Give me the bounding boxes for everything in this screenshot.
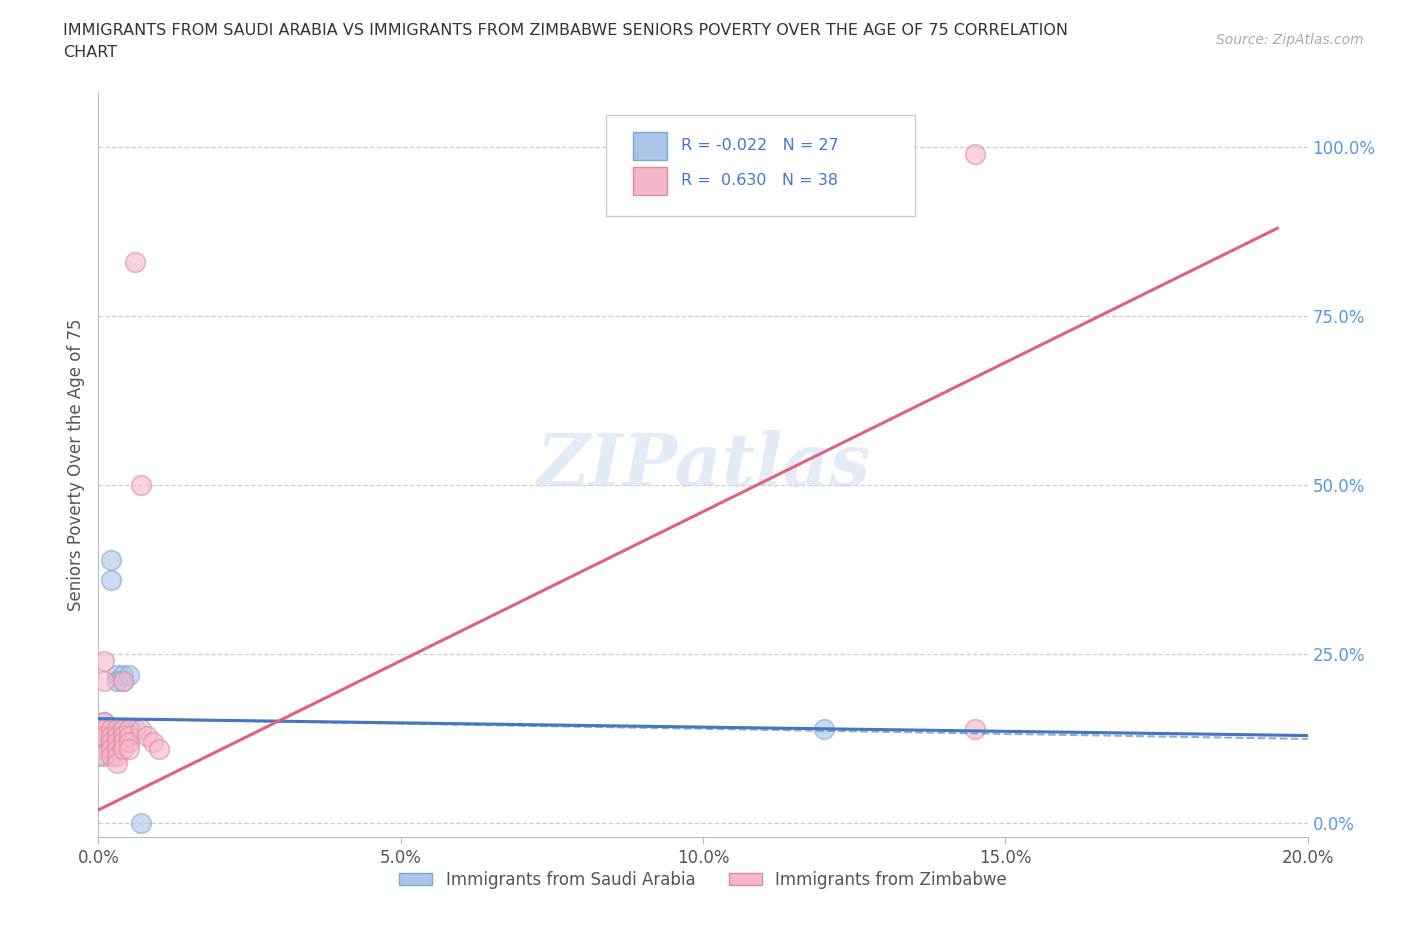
FancyBboxPatch shape [633,166,666,195]
Point [100,741,122,756]
Point [87,728,110,743]
Text: R =  0.630   N = 38: R = 0.630 N = 38 [682,173,838,188]
Point [93,749,115,764]
Point [87,741,110,756]
Point [111,735,134,750]
Point [100,735,122,750]
Point [93,722,115,737]
Text: IMMIGRANTS FROM SAUDI ARABIA VS IMMIGRANTS FROM ZIMBABWE SENIORS POVERTY OVER TH: IMMIGRANTS FROM SAUDI ARABIA VS IMMIGRAN… [63,23,1069,38]
Point [111,674,134,689]
Point [93,714,115,729]
Text: ZIPatlas: ZIPatlas [536,430,870,500]
Point [111,722,134,737]
Point [105,667,128,682]
Point [93,654,115,669]
Point [118,728,141,743]
Point [87,735,110,750]
Point [965,146,987,161]
Point [118,722,141,737]
Point [111,728,134,743]
Point [87,728,110,743]
Point [813,722,835,737]
Point [105,722,128,737]
Point [129,722,152,737]
Point [105,755,128,770]
Point [118,667,141,682]
Point [87,735,110,750]
Point [111,741,134,756]
Point [87,722,110,737]
Text: R = -0.022   N = 27: R = -0.022 N = 27 [682,139,839,153]
Point [129,816,152,830]
Y-axis label: Seniors Poverty Over the Age of 75: Seniors Poverty Over the Age of 75 [66,319,84,611]
Point [124,722,146,737]
Point [100,728,122,743]
Point [111,674,134,689]
Point [118,722,141,737]
Point [100,573,122,588]
Point [100,741,122,756]
Point [118,741,141,756]
Point [111,667,134,682]
Point [148,741,170,756]
Point [87,722,110,737]
Text: CHART: CHART [63,45,117,60]
Point [118,735,141,750]
Point [118,728,141,743]
Point [93,674,115,689]
Point [100,722,122,737]
Point [111,722,134,737]
Point [142,735,165,750]
FancyBboxPatch shape [633,132,666,160]
Point [93,728,115,743]
Point [129,478,152,493]
Text: Source: ZipAtlas.com: Source: ZipAtlas.com [1216,33,1364,46]
Point [124,255,146,270]
Point [105,674,128,689]
Point [100,722,122,737]
Point [93,741,115,756]
Point [135,728,157,743]
Point [100,749,122,764]
Point [105,722,128,737]
Point [965,722,987,737]
Point [100,552,122,567]
Point [100,728,122,743]
Point [105,749,128,764]
Legend: Immigrants from Saudi Arabia, Immigrants from Zimbabwe: Immigrants from Saudi Arabia, Immigrants… [392,864,1014,896]
Point [93,722,115,737]
Point [111,728,134,743]
FancyBboxPatch shape [606,115,915,216]
Point [105,728,128,743]
Point [105,728,128,743]
Point [105,735,128,750]
Point [87,749,110,764]
Point [93,735,115,750]
Point [105,741,128,756]
Point [93,714,115,729]
